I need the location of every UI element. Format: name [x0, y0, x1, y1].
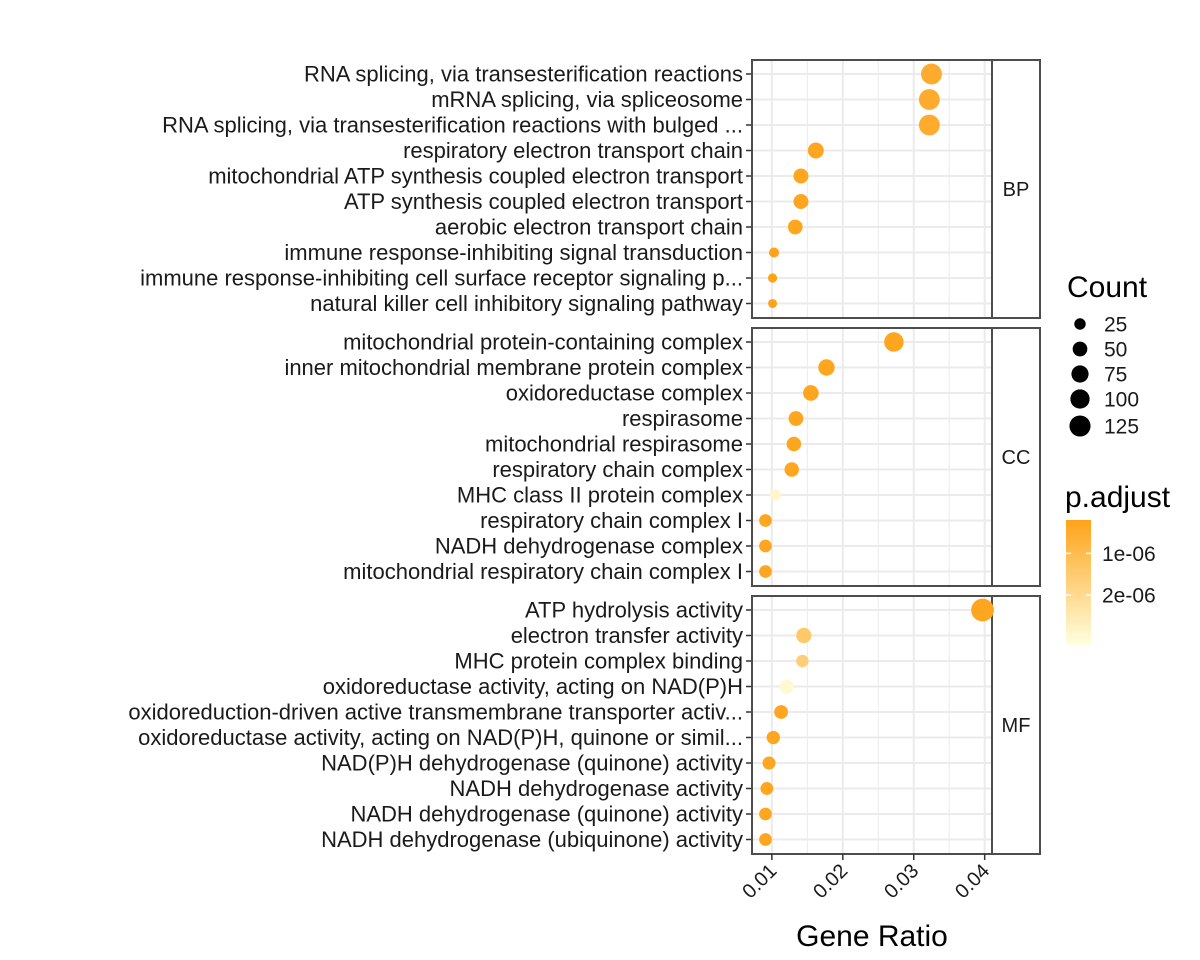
term-label: immune response-inhibiting signal transd… — [284, 240, 743, 265]
point-cc-5 — [784, 462, 799, 477]
x-axis: 0.01 0.02 0.03 0.04 — [738, 854, 994, 903]
point-bp-6 — [787, 219, 803, 235]
point-mf-7 — [760, 782, 774, 795]
count-legend-label: 25 — [1104, 314, 1127, 337]
point-bp-2 — [918, 114, 940, 136]
panel-border — [751, 327, 1041, 587]
term-label: RNA splicing, via transesterification re… — [162, 113, 743, 138]
count-legend-label: 100 — [1104, 389, 1139, 412]
point-bp-7 — [768, 247, 780, 258]
panel-border — [751, 595, 1041, 855]
term-label: NADH dehydrogenase complex — [435, 534, 743, 559]
count-legend-key — [1072, 341, 1088, 357]
point-cc-9 — [759, 565, 772, 578]
term-label: NADH dehydrogenase (ubiquinone) activity — [321, 827, 743, 852]
point-cc-0 — [884, 332, 904, 352]
term-label: immune response-inhibiting cell surface … — [140, 266, 743, 291]
term-label: NAD(P)H dehydrogenase (quinone) activity — [321, 751, 743, 776]
point-mf-1 — [796, 627, 812, 644]
point-mf-9 — [759, 833, 772, 846]
term-label: mRNA splicing, via spliceosome — [431, 87, 743, 112]
count-legend-title: Count — [1067, 271, 1148, 304]
facet-panel-cc: mitochondrial protein-containing complex… — [284, 327, 1041, 587]
facet-strip-label: CC — [1002, 447, 1031, 469]
p-adjust-legend-title: p.adjust — [1065, 481, 1171, 514]
point-cc-6 — [769, 489, 781, 501]
point-cc-4 — [786, 436, 802, 452]
facet-panels: RNA splicing, via transesterification re… — [128, 59, 1041, 855]
term-label: respiratory electron transport chain — [403, 138, 743, 163]
term-label: oxidoreductase activity, acting on NAD(P… — [138, 725, 743, 750]
point-cc-7 — [759, 514, 772, 527]
point-bp-1 — [918, 89, 940, 110]
point-mf-3 — [779, 679, 794, 694]
term-label: mitochondrial respiratory chain complex … — [343, 559, 743, 584]
facet-strip-label: BP — [1003, 179, 1030, 201]
point-mf-8 — [759, 807, 772, 821]
point-mf-2 — [796, 654, 809, 668]
count-legend-key — [1070, 389, 1090, 409]
x-tick-label: 0.02 — [809, 860, 852, 903]
count-legend-key — [1069, 415, 1091, 437]
term-label: mitochondrial protein-containing complex — [343, 330, 743, 355]
point-mf-6 — [762, 756, 776, 770]
point-bp-4 — [793, 168, 809, 184]
term-label: natural killer cell inhibitory signaling… — [310, 291, 743, 316]
term-label: NADH dehydrogenase (quinone) activity — [350, 802, 743, 827]
facet-strip-label: MF — [1002, 715, 1031, 737]
term-label: MHC class II protein complex — [457, 483, 743, 508]
term-label: inner mitochondrial membrane protein com… — [284, 355, 743, 380]
point-bp-5 — [793, 193, 809, 210]
count-legend-label: 50 — [1104, 339, 1127, 362]
term-label: MHC protein complex binding — [454, 649, 743, 674]
point-mf-4 — [774, 705, 788, 719]
panel-border — [751, 59, 1041, 319]
term-label: electron transfer activity — [511, 623, 743, 648]
term-label: respiratory chain complex — [492, 457, 743, 482]
point-bp-8 — [767, 273, 778, 283]
x-tick-label: 0.03 — [880, 860, 923, 903]
point-bp-9 — [768, 298, 778, 309]
facet-panel-bp: RNA splicing, via transesterification re… — [140, 59, 1041, 319]
term-label: oxidoreduction-driven active transmembra… — [128, 700, 743, 725]
point-mf-0 — [971, 598, 994, 622]
point-bp-3 — [807, 142, 824, 159]
p-adjust-legend-label: 2e-06 — [1102, 585, 1156, 608]
p-adjust-legend-label: 1e-06 — [1102, 543, 1156, 566]
point-mf-5 — [766, 730, 780, 745]
term-label: mitochondrial respirasome — [485, 432, 743, 457]
term-label: aerobic electron transport chain — [435, 215, 743, 240]
count-legend-label: 75 — [1104, 364, 1127, 387]
count-legend-key — [1074, 318, 1086, 330]
term-label: ATP hydrolysis activity — [525, 598, 743, 623]
p-adjust-colorbar — [1066, 520, 1091, 645]
x-tick-label: 0.01 — [738, 860, 781, 903]
point-cc-3 — [788, 411, 804, 426]
term-label: ATP synthesis coupled electron transport — [344, 189, 743, 214]
term-label: NADH dehydrogenase activity — [450, 776, 743, 801]
term-label: RNA splicing, via transesterification re… — [304, 62, 743, 87]
term-label: oxidoreductase activity, acting on NAD(P… — [323, 674, 743, 699]
count-legend-key — [1071, 365, 1089, 383]
term-label: oxidoreductase complex — [506, 381, 743, 406]
point-cc-8 — [759, 539, 772, 553]
x-tick-label: 0.04 — [951, 860, 994, 903]
term-label: respiratory chain complex I — [480, 508, 743, 533]
point-cc-2 — [803, 385, 819, 401]
p-adjust-legend: p.adjust 1e-06 2e-06 — [1065, 481, 1171, 645]
x-axis-title: Gene Ratio — [796, 920, 948, 953]
term-label: mitochondrial ATP synthesis coupled elec… — [208, 164, 743, 189]
point-bp-0 — [921, 63, 942, 85]
count-legend-label: 125 — [1104, 416, 1139, 439]
point-cc-1 — [818, 359, 835, 376]
term-label: respirasome — [622, 406, 743, 431]
